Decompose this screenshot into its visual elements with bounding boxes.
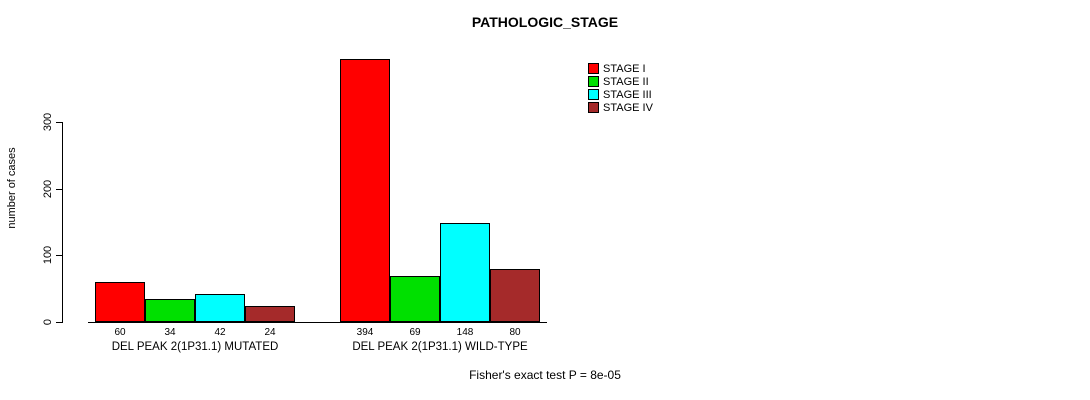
- bar: [95, 281, 145, 322]
- legend-label: STAGE II: [603, 75, 649, 88]
- bar: [245, 305, 295, 322]
- y-tick-label: 0: [42, 318, 54, 326]
- bar-value-label: 60: [114, 327, 126, 338]
- y-tick-mark: [56, 255, 62, 257]
- legend: STAGE I STAGE II STAGE III STAGE IV: [588, 62, 653, 114]
- legend-item: STAGE I: [588, 62, 653, 75]
- legend-swatch: [588, 63, 599, 74]
- y-tick-mark: [56, 188, 62, 190]
- y-tick-mark: [56, 121, 62, 123]
- bar-value-label: 24: [264, 327, 276, 338]
- y-tick-label: 100: [42, 246, 54, 265]
- legend-label: STAGE IV: [603, 101, 653, 114]
- bar: [440, 223, 490, 322]
- bar-value-label: 80: [509, 327, 521, 338]
- legend-swatch: [588, 102, 599, 113]
- bar: [490, 268, 540, 322]
- legend-item: STAGE II: [588, 75, 653, 88]
- y-tick-mark: [56, 322, 62, 323]
- category-label: DEL PEAK 2(1P31.1) MUTATED: [111, 341, 279, 353]
- bar: [195, 293, 245, 322]
- chart-title: PATHOLOGIC_STAGE: [471, 14, 619, 30]
- bar-value-label: 394: [356, 327, 374, 338]
- y-tick-label: 300: [42, 112, 54, 131]
- y-tick-label: 200: [42, 179, 54, 198]
- category-label: DEL PEAK 2(1P31.1) WILD-TYPE: [352, 341, 528, 353]
- annotation-text: Fisher's exact test P = 8e-05: [469, 368, 621, 382]
- y-axis-label: number of cases: [6, 147, 18, 229]
- legend-item: STAGE III: [588, 88, 653, 101]
- legend-swatch: [588, 89, 599, 100]
- bar-value-label: 42: [214, 327, 226, 338]
- bar-value-label: 34: [164, 327, 176, 338]
- legend-label: STAGE I: [603, 62, 646, 75]
- y-axis-line: [62, 121, 63, 323]
- legend-label: STAGE III: [603, 88, 652, 101]
- bar: [340, 59, 390, 322]
- bar: [390, 275, 440, 322]
- legend-item: STAGE IV: [588, 101, 653, 114]
- x-axis-line: [88, 322, 547, 323]
- bar-value-label: 69: [409, 327, 421, 338]
- legend-swatch: [588, 76, 599, 87]
- bar-value-label: 148: [456, 327, 474, 338]
- bar: [145, 299, 195, 322]
